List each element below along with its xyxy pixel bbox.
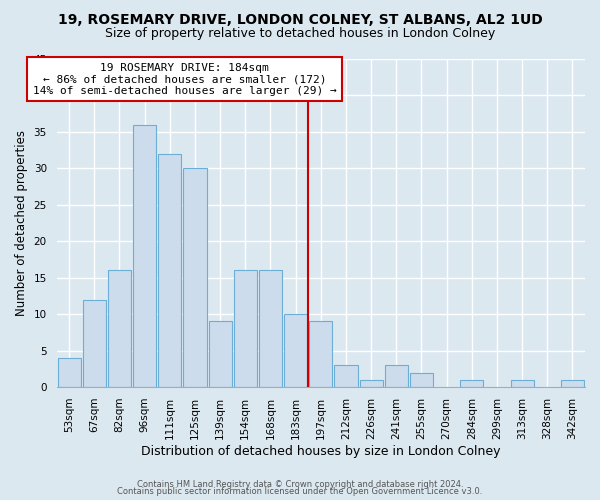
- Bar: [511, 380, 533, 387]
- Y-axis label: Number of detached properties: Number of detached properties: [15, 130, 28, 316]
- Bar: [334, 365, 358, 387]
- Text: 19, ROSEMARY DRIVE, LONDON COLNEY, ST ALBANS, AL2 1UD: 19, ROSEMARY DRIVE, LONDON COLNEY, ST AL…: [58, 12, 542, 26]
- Bar: [359, 380, 383, 387]
- X-axis label: Distribution of detached houses by size in London Colney: Distribution of detached houses by size …: [141, 444, 500, 458]
- Bar: [184, 168, 206, 387]
- Text: Size of property relative to detached houses in London Colney: Size of property relative to detached ho…: [105, 28, 495, 40]
- Bar: [259, 270, 282, 387]
- Bar: [133, 124, 156, 387]
- Bar: [284, 314, 307, 387]
- Bar: [233, 270, 257, 387]
- Bar: [158, 154, 181, 387]
- Text: 19 ROSEMARY DRIVE: 184sqm
← 86% of detached houses are smaller (172)
14% of semi: 19 ROSEMARY DRIVE: 184sqm ← 86% of detac…: [33, 62, 337, 96]
- Bar: [410, 372, 433, 387]
- Bar: [309, 322, 332, 387]
- Text: Contains HM Land Registry data © Crown copyright and database right 2024.: Contains HM Land Registry data © Crown c…: [137, 480, 463, 489]
- Bar: [209, 322, 232, 387]
- Bar: [561, 380, 584, 387]
- Bar: [58, 358, 80, 387]
- Bar: [83, 300, 106, 387]
- Bar: [460, 380, 484, 387]
- Bar: [385, 365, 408, 387]
- Bar: [108, 270, 131, 387]
- Text: Contains public sector information licensed under the Open Government Licence v3: Contains public sector information licen…: [118, 487, 482, 496]
